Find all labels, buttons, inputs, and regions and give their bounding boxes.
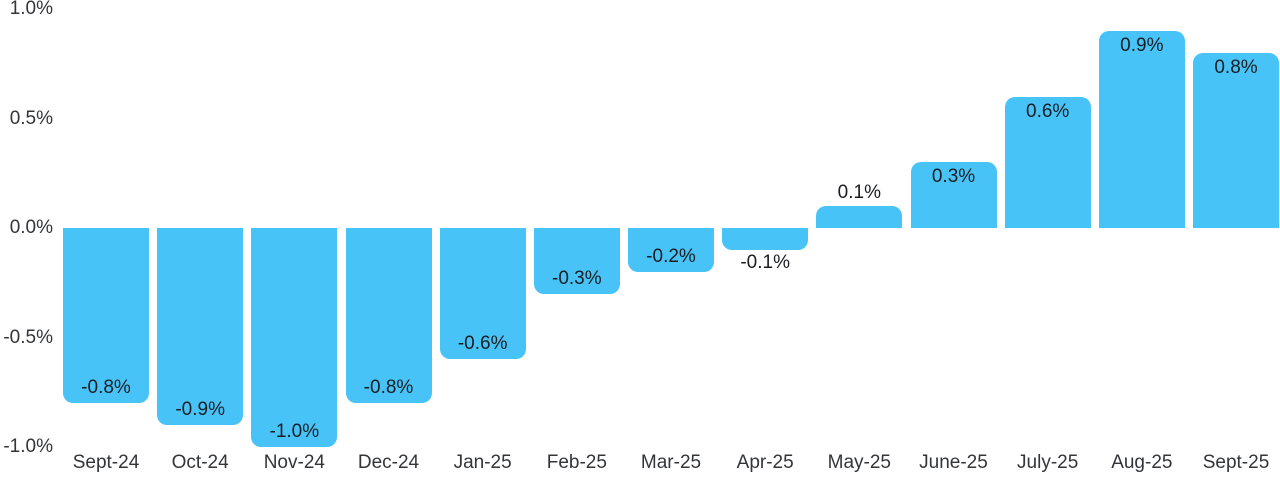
bar-mar-25[interactable] [628,228,714,272]
bar-aug-25[interactable] [1098,30,1185,228]
bar-june-25[interactable] [910,162,997,228]
y-axis-tick-label: -0.5% [3,326,53,348]
bar-value-label: -0.3% [552,267,602,289]
y-axis-tick-label: 0.5% [9,107,53,129]
bar-value-label: 0.9% [1120,34,1164,56]
x-axis-label: Apr-25 [736,452,794,473]
bar-sept-25[interactable] [1193,52,1279,228]
bar-value-label: 0.8% [1214,56,1258,78]
x-axis-label: Aug-25 [1111,452,1173,473]
bar-oct-24[interactable] [157,228,244,426]
bar-jan-25[interactable] [439,228,526,360]
x-axis-label: Sept-24 [72,452,140,473]
bar-value-label: 0.3% [931,166,976,188]
bar-apr-25[interactable] [722,228,809,250]
bar-value-label: -1.0% [269,421,320,442]
x-axis-label: Feb-25 [546,452,607,473]
x-axis-label: Dec-24 [357,452,420,473]
x-axis-label: May-25 [827,452,891,473]
x-axis-label: June-25 [919,452,988,473]
x-axis-label: Oct-24 [171,452,229,473]
bar-value-label: -0.2% [646,245,696,267]
y-axis-tick-label: 0.0% [9,217,53,238]
bar-value-label: -0.1% [740,251,790,273]
bar-value-label: -0.9% [175,399,225,421]
x-axis-label: Nov-24 [263,452,325,473]
bar-july-25[interactable] [1004,96,1091,228]
x-axis-label: Jan-25 [453,452,512,473]
bar-dec-24[interactable] [345,228,432,404]
x-axis-label: Sept-25 [1202,452,1270,473]
bar-feb-25[interactable] [533,228,620,294]
bar-nov-24[interactable] [251,228,338,447]
y-axis-tick-label: 1.0% [9,0,53,19]
bar-value-label: 0.6% [1026,100,1070,122]
bar-sept-24[interactable] [63,228,149,404]
bar-value-label: 0.1% [837,182,881,204]
bar-may-25[interactable] [816,206,903,228]
x-axis-label: July-25 [1017,452,1079,473]
bar-value-label: -0.8% [363,377,414,399]
y-axis-tick-label: -1.0% [3,436,53,457]
x-axis-label: Mar-25 [640,452,702,473]
bar-value-label: -0.8% [81,377,131,399]
bar-value-label: -0.6% [457,333,508,355]
